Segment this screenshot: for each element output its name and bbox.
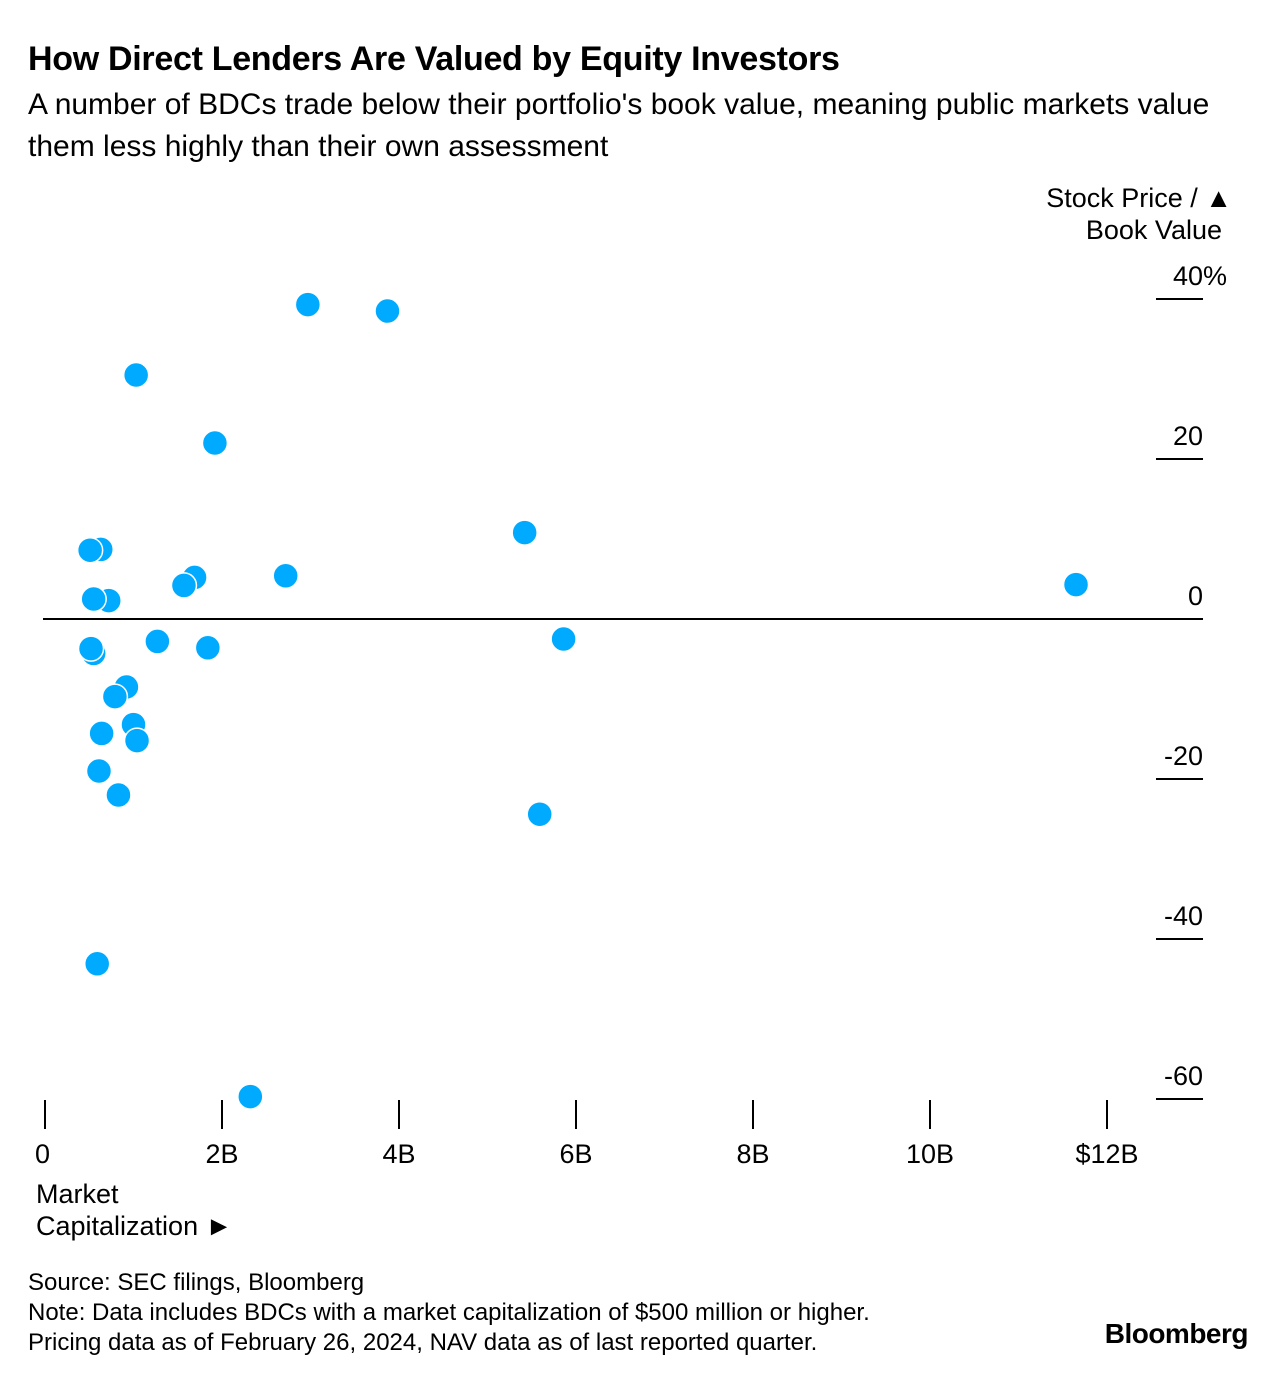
data-point[interactable] [237,1083,264,1110]
y-tick-label: -20 [1164,741,1203,771]
data-point[interactable] [83,950,111,978]
data-point[interactable] [1062,571,1090,598]
data-point[interactable] [201,429,229,457]
data-point[interactable] [122,361,150,389]
data-point[interactable] [170,572,198,599]
data-note: Note: Data includes BDCs with a market c… [28,1299,870,1326]
y-tick-label: 0 [1188,581,1203,611]
data-point[interactable] [123,727,151,754]
data-point[interactable] [85,757,113,785]
x-tick-label: 10B [906,1139,954,1169]
x-tick-label: 8B [736,1139,769,1169]
source-note: Source: SEC filings, Bloomberg [28,1269,365,1296]
data-point[interactable] [374,297,401,325]
data-point[interactable] [550,625,577,653]
footer-notes: Source: SEC filings, Bloomberg Note: Dat… [28,1268,870,1358]
y-tick-label: 20 [1173,421,1203,451]
x-tick-label: 6B [559,1139,592,1169]
data-point[interactable] [80,585,107,613]
y-axis: 40% 20 0 -20 -40 -60 [1156,261,1227,1100]
bloomberg-logo: Bloomberg [1104,1318,1249,1349]
x-tick-label: 4B [382,1139,415,1169]
data-point[interactable] [526,800,553,828]
x-axis-title-line2: Capitalization ► [36,1211,233,1241]
pricing-note: Pricing data as of February 26, 2024, NA… [28,1329,818,1356]
y-tick-label: -40 [1164,901,1203,931]
data-point[interactable] [194,634,222,662]
x-tick-label: 0 [35,1139,50,1169]
data-point[interactable] [88,720,115,747]
y-axis-title: Stock Price / ▲ Book Value [1046,182,1232,246]
y-tick-label: 40% [1173,261,1227,291]
chart-subtitle: A number of BDCs trade below their portf… [28,88,1210,163]
y-axis-title-line2: Book Value [1085,215,1222,245]
data-point[interactable] [77,635,105,662]
data-point[interactable] [511,519,538,546]
data-point[interactable] [144,628,171,655]
y-tick-label: -60 [1164,1061,1203,1091]
data-point[interactable] [294,291,322,318]
y-axis-title-line1: Stock Price / ▲ [1046,183,1232,213]
data-point[interactable] [272,562,299,590]
x-axis-title-line1: Market [36,1179,119,1209]
x-axis: 0 2B 4B 6B 8B 10B $12B [35,1100,1139,1169]
x-tick-label: $12B [1075,1139,1138,1169]
data-point[interactable] [105,781,132,809]
data-points [76,291,1090,1110]
data-point[interactable] [101,683,129,710]
x-tick-label: 2B [205,1139,238,1169]
x-axis-title: Market Capitalization ► [36,1178,232,1242]
chart-title: How Direct Lenders Are Valued by Equity … [28,40,840,78]
data-point[interactable] [76,536,104,564]
